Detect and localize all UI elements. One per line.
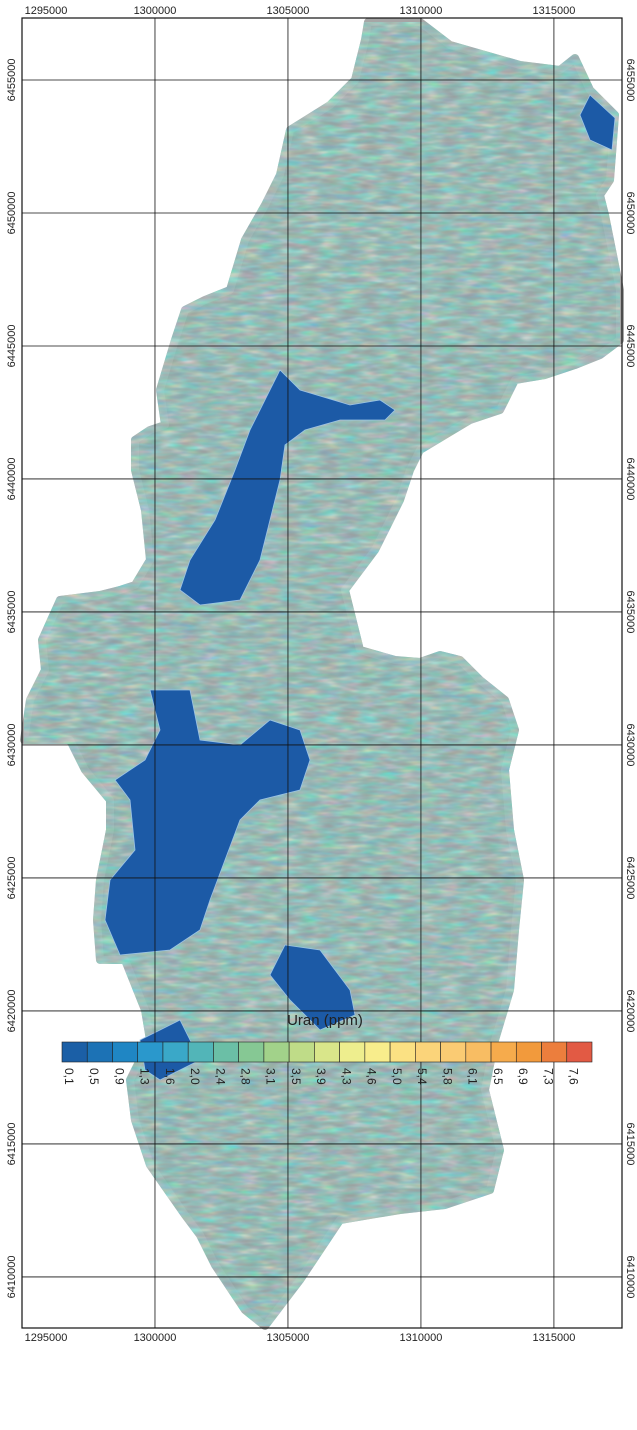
color-bar-cell (466, 1042, 491, 1062)
y-tick-label-left: 6430000 (6, 724, 18, 767)
color-bar-cell (567, 1042, 592, 1062)
x-tick-label-bottom: 1310000 (400, 1332, 443, 1344)
map-figure: 1295000 1295000 1300000 1300000 1305000 13050… (0, 0, 637, 1430)
y-tick-label-right: 6410000 (624, 1256, 636, 1299)
color-bar-cell (340, 1042, 365, 1062)
color-bar-label: 6,9 (516, 1068, 530, 1085)
y-tick-label-right: 6430000 (624, 724, 636, 767)
color-bar-label: 6,5 (491, 1068, 505, 1085)
y-tick-label-left: 6425000 (6, 857, 18, 900)
color-bar-cell (542, 1042, 567, 1062)
color-bar-label: 4,6 (365, 1068, 379, 1085)
x-tick-label-top: 1315000 (533, 5, 576, 17)
color-bar-label: 1,6 (163, 1068, 177, 1085)
y-tick-label-left: 6410000 (6, 1256, 18, 1299)
y-tick-label-left: 6435000 (6, 591, 18, 634)
color-bar-label: 7,3 (541, 1068, 555, 1085)
color-bar-cell (62, 1042, 87, 1062)
color-bar-cell (239, 1042, 264, 1062)
x-tick-label-top: 1305000 (267, 5, 310, 17)
color-bar-cell (138, 1042, 163, 1062)
color-bar-label: 5,0 (390, 1068, 404, 1085)
color-bar-label: 0,5 (87, 1068, 101, 1085)
color-bar-cell (289, 1042, 314, 1062)
color-bar-label: 5,8 (440, 1068, 454, 1085)
y-tick-label-left: 6415000 (6, 1123, 18, 1166)
y-tick-label-left: 6450000 (6, 192, 18, 235)
color-bar-cell (87, 1042, 112, 1062)
y-tick-label-right: 6450000 (624, 192, 636, 235)
x-tick-label-top: 1310000 (400, 5, 443, 17)
color-bar-label: 2,0 (188, 1068, 202, 1085)
y-tick-label-right: 6445000 (624, 325, 636, 368)
x-tick-label-top: 1295000 (25, 5, 68, 17)
color-bar-cell (213, 1042, 238, 1062)
y-tick-label-right: 6455000 (624, 59, 636, 102)
color-bar-cell (314, 1042, 339, 1062)
y-tick-label-left: 6440000 (6, 458, 18, 501)
color-bar-label: 1,3 (138, 1068, 152, 1085)
survey-area-fill (24, 22, 620, 1326)
x-tick-label-bottom: 1295000 (25, 1332, 68, 1344)
color-bar-label: 3,9 (314, 1068, 328, 1085)
y-tick-label-right: 6420000 (624, 990, 636, 1033)
y-tick-label-right: 6435000 (624, 591, 636, 634)
color-bar-cell (415, 1042, 440, 1062)
color-bar-cell (390, 1042, 415, 1062)
color-bar-cell (441, 1042, 466, 1062)
y-tick-label-right: 6425000 (624, 857, 636, 900)
x-tick-label-bottom: 1315000 (533, 1332, 576, 1344)
x-tick-label-bottom: 1300000 (134, 1332, 177, 1344)
x-tick-label-bottom: 1305000 (267, 1332, 310, 1344)
color-bar-label: 4,3 (339, 1068, 353, 1085)
color-bar-cell (264, 1042, 289, 1062)
color-bar-label: 3,5 (289, 1068, 303, 1085)
color-bar-label: 2,8 (238, 1068, 252, 1085)
map-body (24, 22, 620, 1326)
color-bar-label: 6,1 (466, 1068, 480, 1085)
color-bar-label: 2,4 (213, 1068, 227, 1085)
color-bar-label: 7,6 (567, 1068, 581, 1085)
color-bar-cell (112, 1042, 137, 1062)
color-bar-cell (516, 1042, 541, 1062)
color-bar-label: 0,9 (112, 1068, 126, 1085)
y-tick-label-right: 6415000 (624, 1123, 636, 1166)
x-tick-label-top: 1300000 (134, 5, 177, 17)
y-tick-label-left: 6420000 (6, 990, 18, 1033)
y-tick-label-left: 6445000 (6, 325, 18, 368)
color-bar-label: 5,4 (415, 1068, 429, 1085)
y-tick-label-right: 6440000 (624, 458, 636, 501)
color-bar-cell (491, 1042, 516, 1062)
legend-title: Uran (ppm) (287, 1012, 363, 1029)
color-bar-cell (365, 1042, 390, 1062)
color-bar-label: 0,1 (62, 1068, 76, 1085)
color-bar-cell (188, 1042, 213, 1062)
color-bar-label: 3,1 (264, 1068, 278, 1085)
color-bar-cell (163, 1042, 188, 1062)
y-tick-label-left: 6455000 (6, 59, 18, 102)
